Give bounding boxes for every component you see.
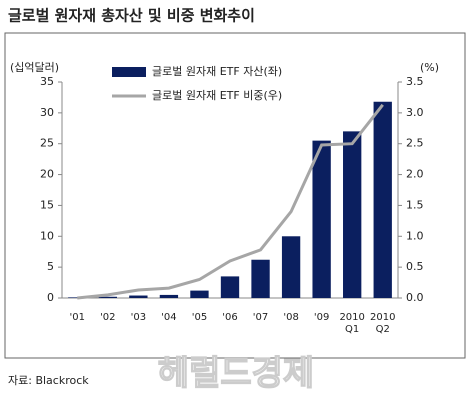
y-tick-label: 10	[40, 229, 54, 242]
bar	[220, 276, 240, 298]
bar	[190, 290, 209, 298]
y2-tick-label: 0.0	[406, 291, 424, 304]
y-unit: (십억달러)	[10, 61, 59, 74]
x-tick-label: 2010 Q1	[339, 312, 365, 335]
y2-tick-label: 3.5	[406, 75, 424, 88]
line	[77, 103, 384, 300]
source: 자료: Blackrock	[8, 374, 89, 387]
y-tick-label: 35	[40, 75, 54, 88]
y2-tick-label: 0.5	[406, 260, 424, 273]
x-tick-label: '02	[100, 312, 116, 323]
y2-tick-label: 2.0	[406, 168, 424, 181]
y-tick-label: 15	[40, 198, 54, 211]
bar	[129, 295, 148, 298]
y-tick-label: 30	[40, 106, 54, 119]
bar	[373, 101, 392, 299]
y-tick-label: 0	[47, 291, 54, 304]
x-tick-label: '09	[313, 312, 330, 323]
y-tick-label: 25	[40, 137, 54, 150]
frame	[4, 32, 466, 359]
bar	[251, 259, 270, 298]
bar	[343, 131, 362, 298]
watermark: 헤럴드경제	[158, 354, 314, 394]
x-tick-label: '06	[222, 312, 238, 323]
x-tick-label: '03	[130, 312, 147, 323]
x-tick-label: 2010 Q2	[369, 312, 396, 335]
legend-label: 글로벌 원자재 ETF 자산(좌)	[152, 65, 282, 78]
y2-tick-label: 1.0	[406, 229, 424, 242]
y2-tick-label: 2.5	[406, 137, 424, 150]
bar	[98, 296, 117, 298]
x-tick-label: '07	[252, 312, 269, 323]
y2-tick-label: 1.5	[406, 198, 424, 211]
y-tick-label: 20	[40, 168, 54, 181]
bar	[312, 140, 331, 298]
y-tick-label: 5	[47, 260, 54, 273]
x-tick-label: '01	[69, 312, 85, 323]
x-tick-label: '05	[191, 312, 208, 323]
y2-unit: (%)	[420, 61, 439, 74]
legend-label: 글로벌 원자재 ETF 비중(우)	[152, 89, 282, 102]
chart-title: 글로벌 원자재 총자산 및 비중 변화추이	[8, 7, 255, 25]
y2-tick-label: 3.0	[406, 106, 424, 119]
x-tick-label: '04	[161, 312, 177, 323]
bar	[159, 294, 179, 298]
x-tick-label: '08	[283, 312, 299, 323]
bar	[281, 236, 301, 298]
legend-swatch	[112, 67, 146, 77]
